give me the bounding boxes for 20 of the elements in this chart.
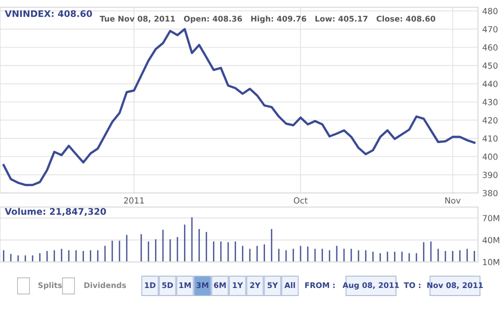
- y-tick-label: 390: [482, 172, 498, 178]
- x-tick-label: Oct: [294, 197, 308, 204]
- y-tick-label: 10M: [483, 258, 500, 266]
- y-tick-label: 400: [482, 154, 498, 160]
- y-tick-label: 480: [482, 8, 498, 14]
- y-tick-label: 450: [482, 62, 498, 69]
- y-tick-label: 440: [482, 80, 498, 88]
- y-tick-label: 430: [482, 98, 498, 106]
- y-tick-label: 70M: [482, 215, 500, 222]
- y-tick-label: 40M: [482, 236, 500, 244]
- y-tick-label: 460: [482, 44, 498, 51]
- x-tick-label: Nov: [445, 197, 461, 204]
- y-tick-label: 420: [482, 117, 498, 124]
- y-tick-label: 470: [482, 26, 498, 32]
- chart-title: Volume: 21,847,320: [4, 208, 106, 216]
- chart-title: VNINDEX: 408.60: [4, 10, 92, 18]
- y-tick-label: 380: [482, 190, 498, 196]
- y-tick-label: 410: [482, 135, 498, 142]
- x-tick-label: 2011: [124, 197, 144, 204]
- line-series: [2, 28, 476, 186]
